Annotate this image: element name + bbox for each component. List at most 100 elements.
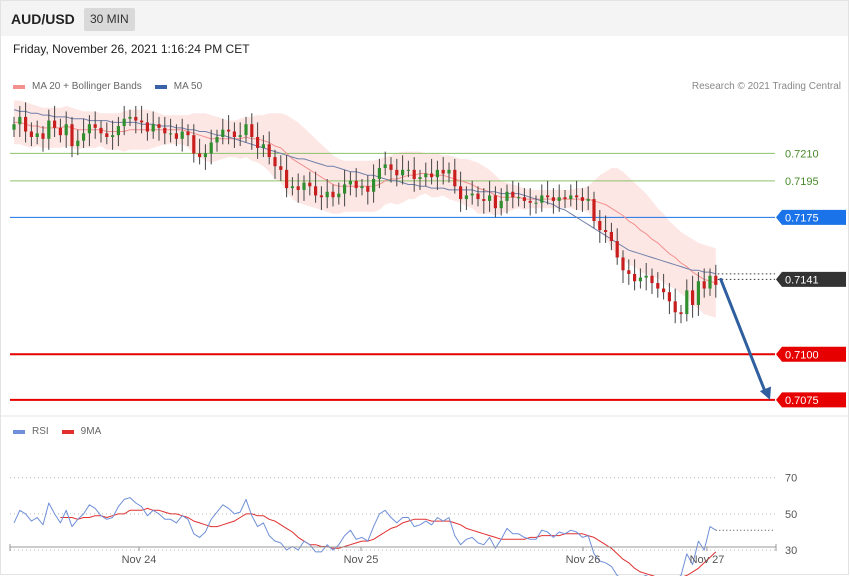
candle-body-119 bbox=[702, 281, 706, 289]
candle-body-22 bbox=[140, 120, 144, 123]
rsi-line bbox=[13, 497, 717, 576]
candle-body-35 bbox=[215, 136, 219, 143]
candle-body-15 bbox=[99, 127, 103, 134]
ma50-legend-swatch bbox=[154, 84, 167, 89]
candle-body-76 bbox=[453, 169, 457, 187]
candle-body-118 bbox=[696, 281, 700, 305]
rsi-legend: RSI 9MA bbox=[13, 426, 114, 437]
symbol-title: AUD/USD bbox=[11, 11, 75, 27]
rsi-tick-1: 50 bbox=[785, 509, 797, 521]
candle-body-106 bbox=[627, 270, 631, 274]
price-legend: MA 20 + Bollinger Bands MA 50 bbox=[13, 81, 215, 92]
candle-body-11 bbox=[76, 140, 80, 147]
candle-body-24 bbox=[151, 124, 155, 132]
candle-body-74 bbox=[441, 169, 445, 174]
candle-body-59 bbox=[354, 180, 358, 189]
level-badge-3 bbox=[776, 271, 846, 287]
x-tick-label-3: Nov 27 bbox=[690, 554, 725, 566]
candle-body-90 bbox=[534, 202, 538, 204]
candle-body-49 bbox=[296, 186, 300, 190]
candle-body-41 bbox=[250, 124, 254, 137]
candle-body-100 bbox=[592, 199, 596, 221]
level-label-5: 0.7075 bbox=[785, 395, 819, 407]
candle-body-102 bbox=[604, 230, 608, 232]
candle-body-46 bbox=[279, 166, 283, 170]
candle-body-58 bbox=[348, 180, 352, 185]
candle-body-8 bbox=[58, 127, 62, 136]
level-label-2: 0.7175 bbox=[785, 212, 819, 224]
ma20-legend-swatch bbox=[13, 84, 25, 89]
candle-body-39 bbox=[238, 135, 242, 137]
candle-body-108 bbox=[638, 277, 642, 282]
candle-body-91 bbox=[540, 195, 544, 203]
candle-body-28 bbox=[174, 133, 178, 139]
candle-body-71 bbox=[424, 173, 428, 178]
candle-body-99 bbox=[586, 199, 590, 201]
rsi-ma-line bbox=[60, 507, 717, 576]
candle-body-57 bbox=[343, 184, 347, 194]
candle-body-66 bbox=[395, 169, 399, 176]
candle-body-117 bbox=[691, 290, 695, 305]
candle-body-97 bbox=[575, 195, 579, 198]
candle-body-96 bbox=[569, 195, 573, 200]
candle-body-109 bbox=[644, 275, 648, 278]
timestamp: Friday, November 26, 2021 1:16:24 PM CET bbox=[13, 42, 250, 56]
candle-body-73 bbox=[435, 169, 439, 178]
candle-body-79 bbox=[470, 193, 474, 196]
candle-body-92 bbox=[546, 195, 550, 198]
candle-body-13 bbox=[87, 124, 91, 134]
candle-body-31 bbox=[192, 135, 196, 154]
candle-body-56 bbox=[337, 193, 341, 198]
level-badge-2 bbox=[776, 209, 846, 225]
candle-body-94 bbox=[557, 197, 561, 201]
copyright-text: Research © 2021 Trading Central bbox=[691, 81, 841, 92]
candle-body-12 bbox=[82, 133, 86, 141]
candle-body-3 bbox=[29, 131, 33, 137]
candle-body-43 bbox=[261, 144, 265, 148]
candle-body-6 bbox=[47, 120, 51, 139]
candle-body-69 bbox=[412, 169, 416, 179]
candle-body-37 bbox=[227, 129, 231, 132]
level-label-4: 0.7100 bbox=[785, 349, 819, 361]
candle-body-78 bbox=[464, 195, 468, 200]
candle-body-104 bbox=[615, 241, 619, 258]
candle-body-4 bbox=[35, 133, 39, 137]
candle-body-1 bbox=[18, 116, 22, 125]
candle-body-18 bbox=[116, 126, 120, 136]
candle-body-25 bbox=[157, 124, 161, 128]
candle-body-10 bbox=[70, 124, 74, 147]
candle-body-55 bbox=[331, 191, 335, 198]
timeframe-badge[interactable]: 30 MIN bbox=[84, 8, 135, 31]
candle-body-29 bbox=[180, 131, 184, 139]
x-tick-label-0: Nov 24 bbox=[122, 554, 157, 566]
candle-body-14 bbox=[93, 124, 97, 128]
candle-body-19 bbox=[122, 118, 126, 127]
candle-body-51 bbox=[308, 182, 312, 187]
candle-body-98 bbox=[580, 197, 584, 201]
candle-body-45 bbox=[273, 157, 277, 167]
candle-body-21 bbox=[134, 116, 138, 121]
x-tick-label-2: Nov 26 bbox=[566, 554, 601, 566]
candle-body-52 bbox=[314, 186, 318, 196]
candle-body-113 bbox=[667, 292, 671, 302]
candle-body-33 bbox=[203, 153, 207, 158]
candle-body-63 bbox=[377, 168, 381, 179]
ma50-line bbox=[13, 109, 716, 275]
candle-body-70 bbox=[418, 177, 422, 179]
candle-body-81 bbox=[482, 199, 486, 201]
candle-body-36 bbox=[221, 129, 225, 137]
candle-body-101 bbox=[598, 220, 602, 231]
candle-body-47 bbox=[285, 169, 289, 189]
candle-body-5 bbox=[41, 133, 45, 139]
candle-body-75 bbox=[447, 169, 451, 174]
candle-body-9 bbox=[64, 124, 68, 136]
candle-body-54 bbox=[325, 191, 329, 198]
candle-body-7 bbox=[53, 120, 57, 128]
candle-body-87 bbox=[517, 197, 521, 199]
ma20-line bbox=[14, 121, 716, 284]
candle-body-107 bbox=[633, 273, 637, 282]
candle-body-85 bbox=[505, 191, 509, 201]
candle-body-95 bbox=[563, 197, 567, 200]
